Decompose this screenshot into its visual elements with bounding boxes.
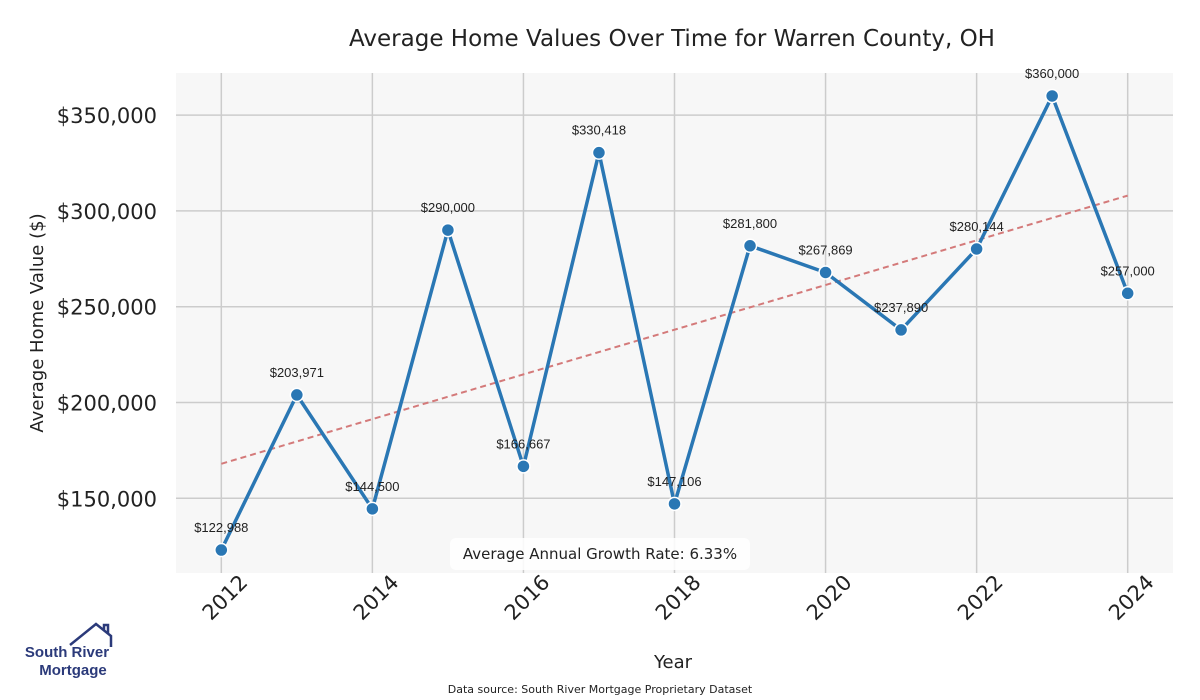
data-point: [365, 501, 380, 517]
y-axis-ticks: $150,000 $200,000 $250,000 $300,000 $350,000: [57, 104, 157, 511]
x-axis-ticks: 2012 2014 2016 2018 2020 2022 2024: [198, 570, 1159, 625]
data-label: $290,000: [421, 200, 475, 215]
growth-rate-annotation: Average Annual Growth Rate: 6.33%: [450, 538, 750, 570]
x-tick-label: 2024: [1104, 570, 1159, 625]
data-point: [742, 238, 758, 254]
y-tick-label: $300,000: [57, 200, 157, 224]
data-point: [440, 222, 456, 238]
data-label: $203,971: [270, 365, 324, 380]
data-label: $330,418: [572, 123, 626, 138]
x-tick-label: 2020: [802, 570, 857, 625]
data-label: $122,988: [194, 520, 248, 535]
data-point: [591, 145, 607, 160]
annotation-box: [450, 538, 750, 570]
data-label: $280,144: [950, 219, 1004, 234]
trend-line: [221, 194, 1128, 465]
data-point: [516, 459, 531, 474]
x-tick-label: 2012: [198, 570, 253, 625]
y-tick-label: $150,000: [57, 487, 157, 511]
data-point: [893, 322, 909, 338]
y-tick-label: $250,000: [57, 296, 157, 320]
data-label: $267,869: [798, 242, 852, 257]
data-label: $166,667: [496, 436, 550, 451]
house-icon: [69, 622, 113, 647]
data-point: [969, 241, 984, 257]
logo-line1: South River: [25, 644, 109, 661]
data-point: [289, 387, 305, 403]
data-label: $237,890: [874, 300, 928, 315]
x-tick-label: 2022: [953, 570, 1008, 625]
x-axis-label: Year: [653, 652, 693, 673]
data-label: $144,500: [345, 479, 399, 494]
logo-line2: Mortgage: [39, 662, 107, 679]
y-tick-label: $200,000: [57, 392, 157, 416]
data-label: $147,106: [647, 474, 701, 489]
data-label: $360,000: [1025, 66, 1079, 81]
y-tick-label: $350,000: [57, 104, 157, 128]
chart-title: Average Home Values Over Time for Warren…: [349, 26, 995, 52]
logo: South River Mortgage: [25, 622, 113, 679]
x-tick-label: 2018: [651, 570, 706, 625]
x-tick-label: 2016: [500, 570, 555, 625]
data-label: $281,800: [723, 216, 777, 231]
source-note: Data source: South River Mortgage Propri…: [448, 683, 753, 696]
data-point: [1120, 286, 1135, 301]
growth-rate-text: Average Annual Growth Rate: 6.33%: [463, 545, 737, 563]
x-tick-label: 2014: [349, 570, 404, 625]
data-point: [818, 265, 833, 280]
y-axis-label: Average Home Value ($): [27, 213, 48, 432]
grid-lines: [176, 73, 1173, 573]
data-point: [667, 496, 682, 512]
data-point: [214, 542, 229, 558]
data-label: $257,000: [1101, 263, 1155, 278]
data-point: [1044, 88, 1060, 104]
data-labels: $122,988 $203,971 $144,500 $290,000 $166,667…: [194, 66, 1155, 535]
data-points: [214, 88, 1135, 558]
